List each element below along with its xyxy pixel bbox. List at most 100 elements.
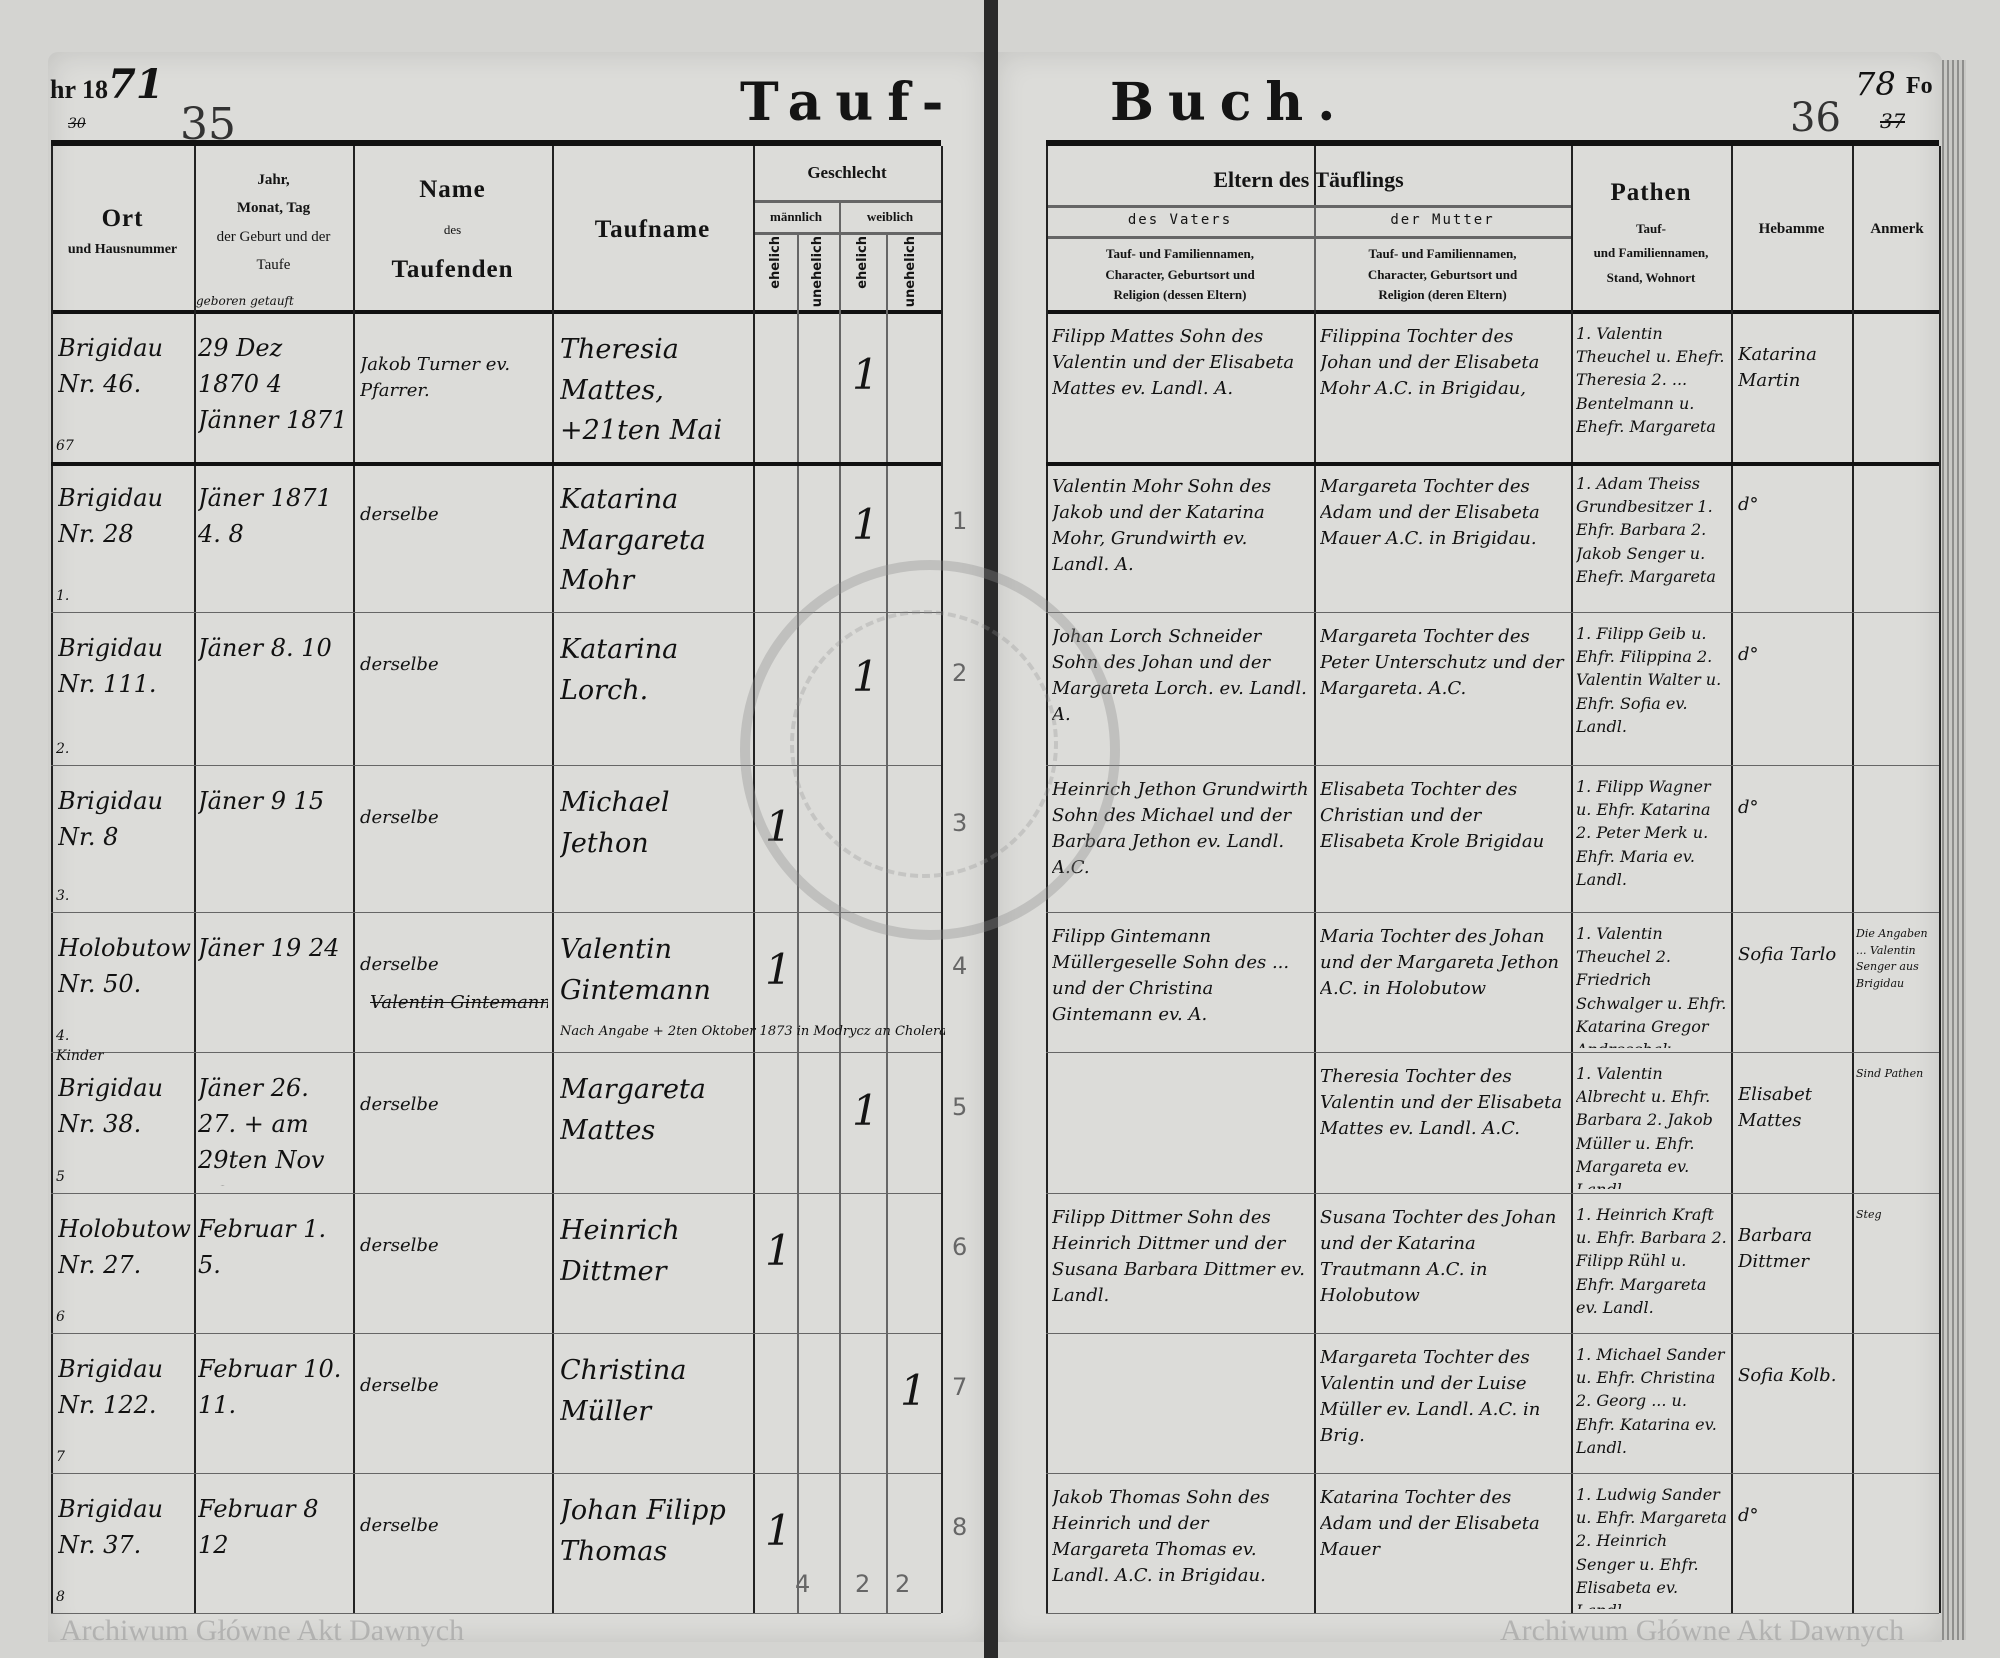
entry-anmerkung	[1856, 476, 1938, 608]
header-w-unehelich: unehelich	[903, 236, 918, 308]
title-right: Buch.	[1110, 72, 1350, 133]
entry-mutter: Elisabeta Tochter des Christian und der …	[1320, 779, 1545, 853]
row-rule	[1046, 912, 1939, 913]
entry-pathen: 1. Heinrich Kraft u. Ehfr. Barbara 2. Fi…	[1576, 1205, 1727, 1317]
divider	[753, 200, 941, 203]
entry-taufname: Margareta Mattes	[560, 1074, 706, 1146]
entry-taufender: derselbe	[360, 954, 439, 975]
entry-taufender: derselbe	[360, 1094, 439, 1115]
entry-pathen: 1. Filipp Wagner u. Ehfr. Katarina 2. Pe…	[1576, 777, 1711, 889]
header-m-unehelich: unehelich	[810, 236, 825, 308]
header-eltern: Eltern des Täuflings	[1213, 166, 1404, 192]
entry-taufender: derselbe	[360, 807, 439, 828]
entry-number: 2.	[56, 741, 70, 757]
entry-number: 8	[56, 1589, 65, 1605]
entry-mutter: Margareta Tochter des Valentin und der L…	[1320, 1347, 1541, 1447]
column-line	[1939, 146, 1941, 1613]
entry-index: 6	[952, 1233, 968, 1261]
column-line	[353, 146, 355, 1613]
entry-date: Jäner 8. 10	[198, 634, 332, 662]
entry-anmerkung: Sind Pathen	[1856, 1067, 1924, 1080]
right-folio-alt: 78	[1855, 65, 1896, 103]
header-w-ehelich: ehelich	[855, 236, 870, 289]
entry-hebamme: d°	[1738, 797, 1759, 818]
header-rule-right	[1046, 140, 1939, 146]
entry-taufname: Katarina Margareta Mohr	[560, 484, 706, 596]
entry-taufname: Theresia Mattes, +21ten Mai 1873.	[560, 334, 723, 446]
entry-date: Februar 8 12	[198, 1495, 319, 1559]
entry-index: 7	[952, 1373, 968, 1401]
struck-folio: 30	[68, 116, 86, 132]
left-folio-number: 35	[180, 99, 236, 150]
entry-hebamme: d°	[1738, 494, 1759, 515]
entry-pathen: 1. Filipp Geib u. Ehfr. Filippina 2. Val…	[1576, 624, 1722, 736]
gender-mark: 1	[765, 945, 792, 994]
gender-mark: 1	[852, 350, 879, 399]
header-bottom-rule-left	[51, 310, 941, 314]
row-rule	[1046, 1473, 1939, 1474]
header-anmerkung: Anmerk	[1870, 221, 1924, 238]
row-rule	[51, 1333, 941, 1334]
entry-number: 7	[56, 1449, 65, 1465]
header-name: Name des Taufenden	[391, 175, 514, 283]
entry-hebamme: Barbara Dittmer	[1738, 1225, 1813, 1273]
entry-anmerkung: Die Angaben ... Valentin Senger aus Brig…	[1856, 927, 1928, 990]
entry-hebamme: Katarina Martin	[1738, 344, 1817, 392]
header-bottom-rule-right	[1046, 310, 1939, 314]
column-line	[1314, 146, 1316, 1613]
entry-number: 3.	[56, 888, 70, 904]
entry-ort: Brigidau Nr. 46.	[58, 334, 163, 398]
column-line	[552, 146, 554, 1613]
gender-mark: 1	[765, 1226, 792, 1275]
row-rule	[51, 1473, 941, 1474]
title-left: Tauf-	[740, 72, 958, 133]
entry-date: 29 Dez 1870 4 Jänner 1871	[198, 334, 348, 434]
column-line	[753, 146, 755, 1613]
entry-pathen: 1. Valentin Theuchel 2. Friedrich Schwal…	[1576, 924, 1727, 1048]
header-pathen: Pathen Tauf-und Familiennamen, Stand, Wohn…	[1593, 179, 1709, 286]
row-rule	[51, 765, 941, 766]
archive-stamp	[740, 560, 1120, 940]
header-geschlecht: Geschlecht	[807, 162, 887, 182]
entry-hebamme: d°	[1738, 644, 1759, 665]
column-line	[194, 146, 196, 1613]
row-rule	[1046, 612, 1939, 613]
entry-hebamme: Sofia Tarlo	[1738, 944, 1837, 965]
gender-mark: 1	[852, 1085, 879, 1135]
entry-number: 1.	[56, 588, 70, 604]
column-line	[1314, 205, 1316, 310]
row-rule	[51, 912, 941, 913]
gender-mark: 1	[852, 500, 879, 549]
entry-date: Februar 10. 11.	[198, 1355, 342, 1419]
entry-taufender-struck: Valentin Gintemann	[370, 992, 548, 1013]
entry-vater	[1052, 1345, 1310, 1469]
header-vater: des Vaters	[1127, 212, 1233, 229]
header-weiblich: weiblich	[866, 208, 914, 224]
entry-date: Jäner 9 15	[198, 787, 325, 815]
entry-anmerkung	[1856, 779, 1938, 908]
entry-mutter: Theresia Tochter des Valentin und der El…	[1320, 1066, 1563, 1140]
entry-taufname: Heinrich Dittmer	[560, 1215, 680, 1287]
header-taufname: Taufname	[594, 215, 711, 243]
entry-taufender: derselbe	[360, 1375, 439, 1396]
row-rule	[51, 462, 941, 466]
row-rule	[1046, 1193, 1939, 1194]
entry-taufender: derselbe	[360, 654, 439, 675]
header-date-sub: geboren getauft	[196, 294, 294, 308]
entry-date: Jäner 19 24	[198, 934, 340, 962]
row-rule	[1046, 1052, 1939, 1053]
row-rule	[1046, 1333, 1939, 1334]
entry-anmerkung	[1856, 1347, 1938, 1469]
entry-mutter: Maria Tochter des Johan und der Margaret…	[1320, 926, 1560, 1000]
entry-anmerkung	[1856, 1487, 1938, 1609]
entry-mutter: Margareta Tochter des Peter Unterschutz …	[1320, 626, 1564, 700]
row-rule	[1046, 1613, 1939, 1614]
entry-ort: Holobutow Nr. 50.	[58, 934, 191, 998]
entry-taufender: Jakob Turner ev. Pfarrer.	[360, 354, 511, 402]
entry-anmerkung	[1856, 626, 1938, 761]
entry-vater: Filipp Gintemann Müllergeselle Sohn des …	[1052, 926, 1290, 1026]
entry-hebamme: d°	[1738, 1505, 1759, 1526]
entry-hebamme: Sofia Kolb.	[1738, 1365, 1837, 1386]
entry-anmerkung	[1856, 326, 1938, 458]
entry-vater: Johan Lorch Schneider Sohn des Johan und…	[1052, 626, 1307, 726]
